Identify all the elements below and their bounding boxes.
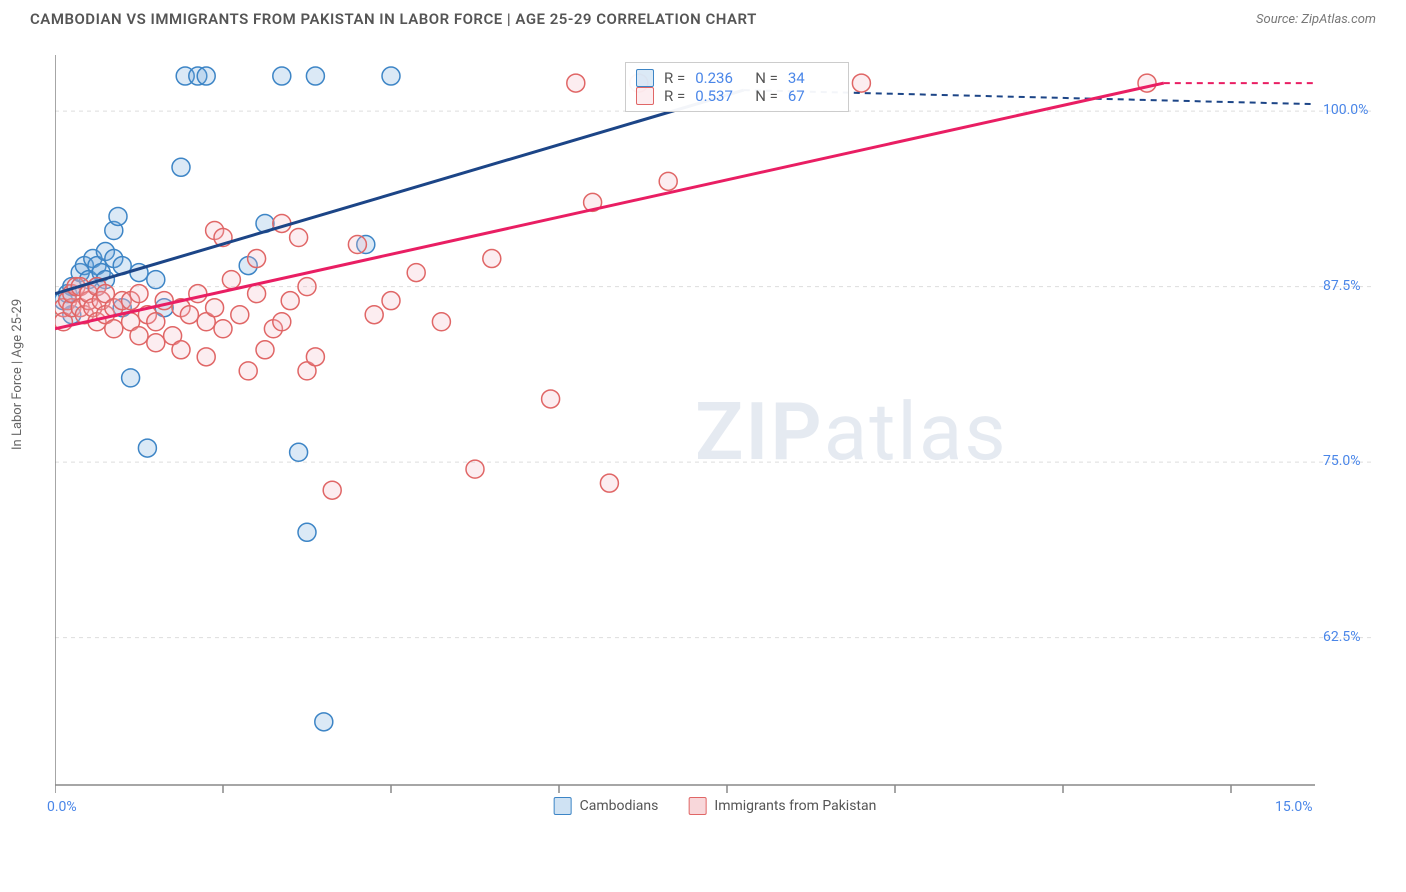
chart-title: CAMBODIAN VS IMMIGRANTS FROM PAKISTAN IN… [30, 10, 757, 28]
y-tick-label: 87.5% [1323, 278, 1361, 294]
n-value: 34 [788, 69, 838, 87]
y-axis-label: In Labor Force | Age 25-29 [10, 299, 25, 450]
x-tick-label: 15.0% [1275, 799, 1313, 815]
legend-swatch [688, 797, 706, 815]
y-tick-label: 75.0% [1323, 453, 1361, 469]
legend-label: Immigrants from Pakistan [714, 798, 876, 814]
series-swatch [636, 69, 654, 87]
r-label: R = [664, 87, 685, 105]
r-label: R = [664, 69, 685, 87]
y-tick-label: 62.5% [1323, 629, 1361, 645]
stat-row: R = 0.537 N = 67 [636, 87, 838, 105]
x-tick-label: 0.0% [47, 799, 77, 815]
legend-swatch [554, 797, 572, 815]
correlation-stats-box: R = 0.236 N = 34 R = 0.537 N = 67 [625, 62, 849, 112]
legend-item: Immigrants from Pakistan [688, 797, 876, 815]
r-value: 0.236 [695, 69, 745, 87]
stat-row: R = 0.236 N = 34 [636, 69, 838, 87]
series-swatch [636, 87, 654, 105]
source-attribution: Source: ZipAtlas.com [1256, 12, 1376, 27]
scatter-plot [55, 55, 1375, 825]
legend-label: Cambodians [580, 798, 659, 814]
chart-area: ZIPatlas R = 0.236 N = 34 R = 0.537 N = … [55, 55, 1375, 825]
legend-item: Cambodians [554, 797, 659, 815]
n-value: 67 [788, 87, 838, 105]
n-label: N = [755, 69, 778, 87]
n-label: N = [755, 87, 778, 105]
r-value: 0.537 [695, 87, 745, 105]
legend: Cambodians Immigrants from Pakistan [554, 797, 877, 815]
y-tick-label: 100.0% [1323, 102, 1368, 118]
